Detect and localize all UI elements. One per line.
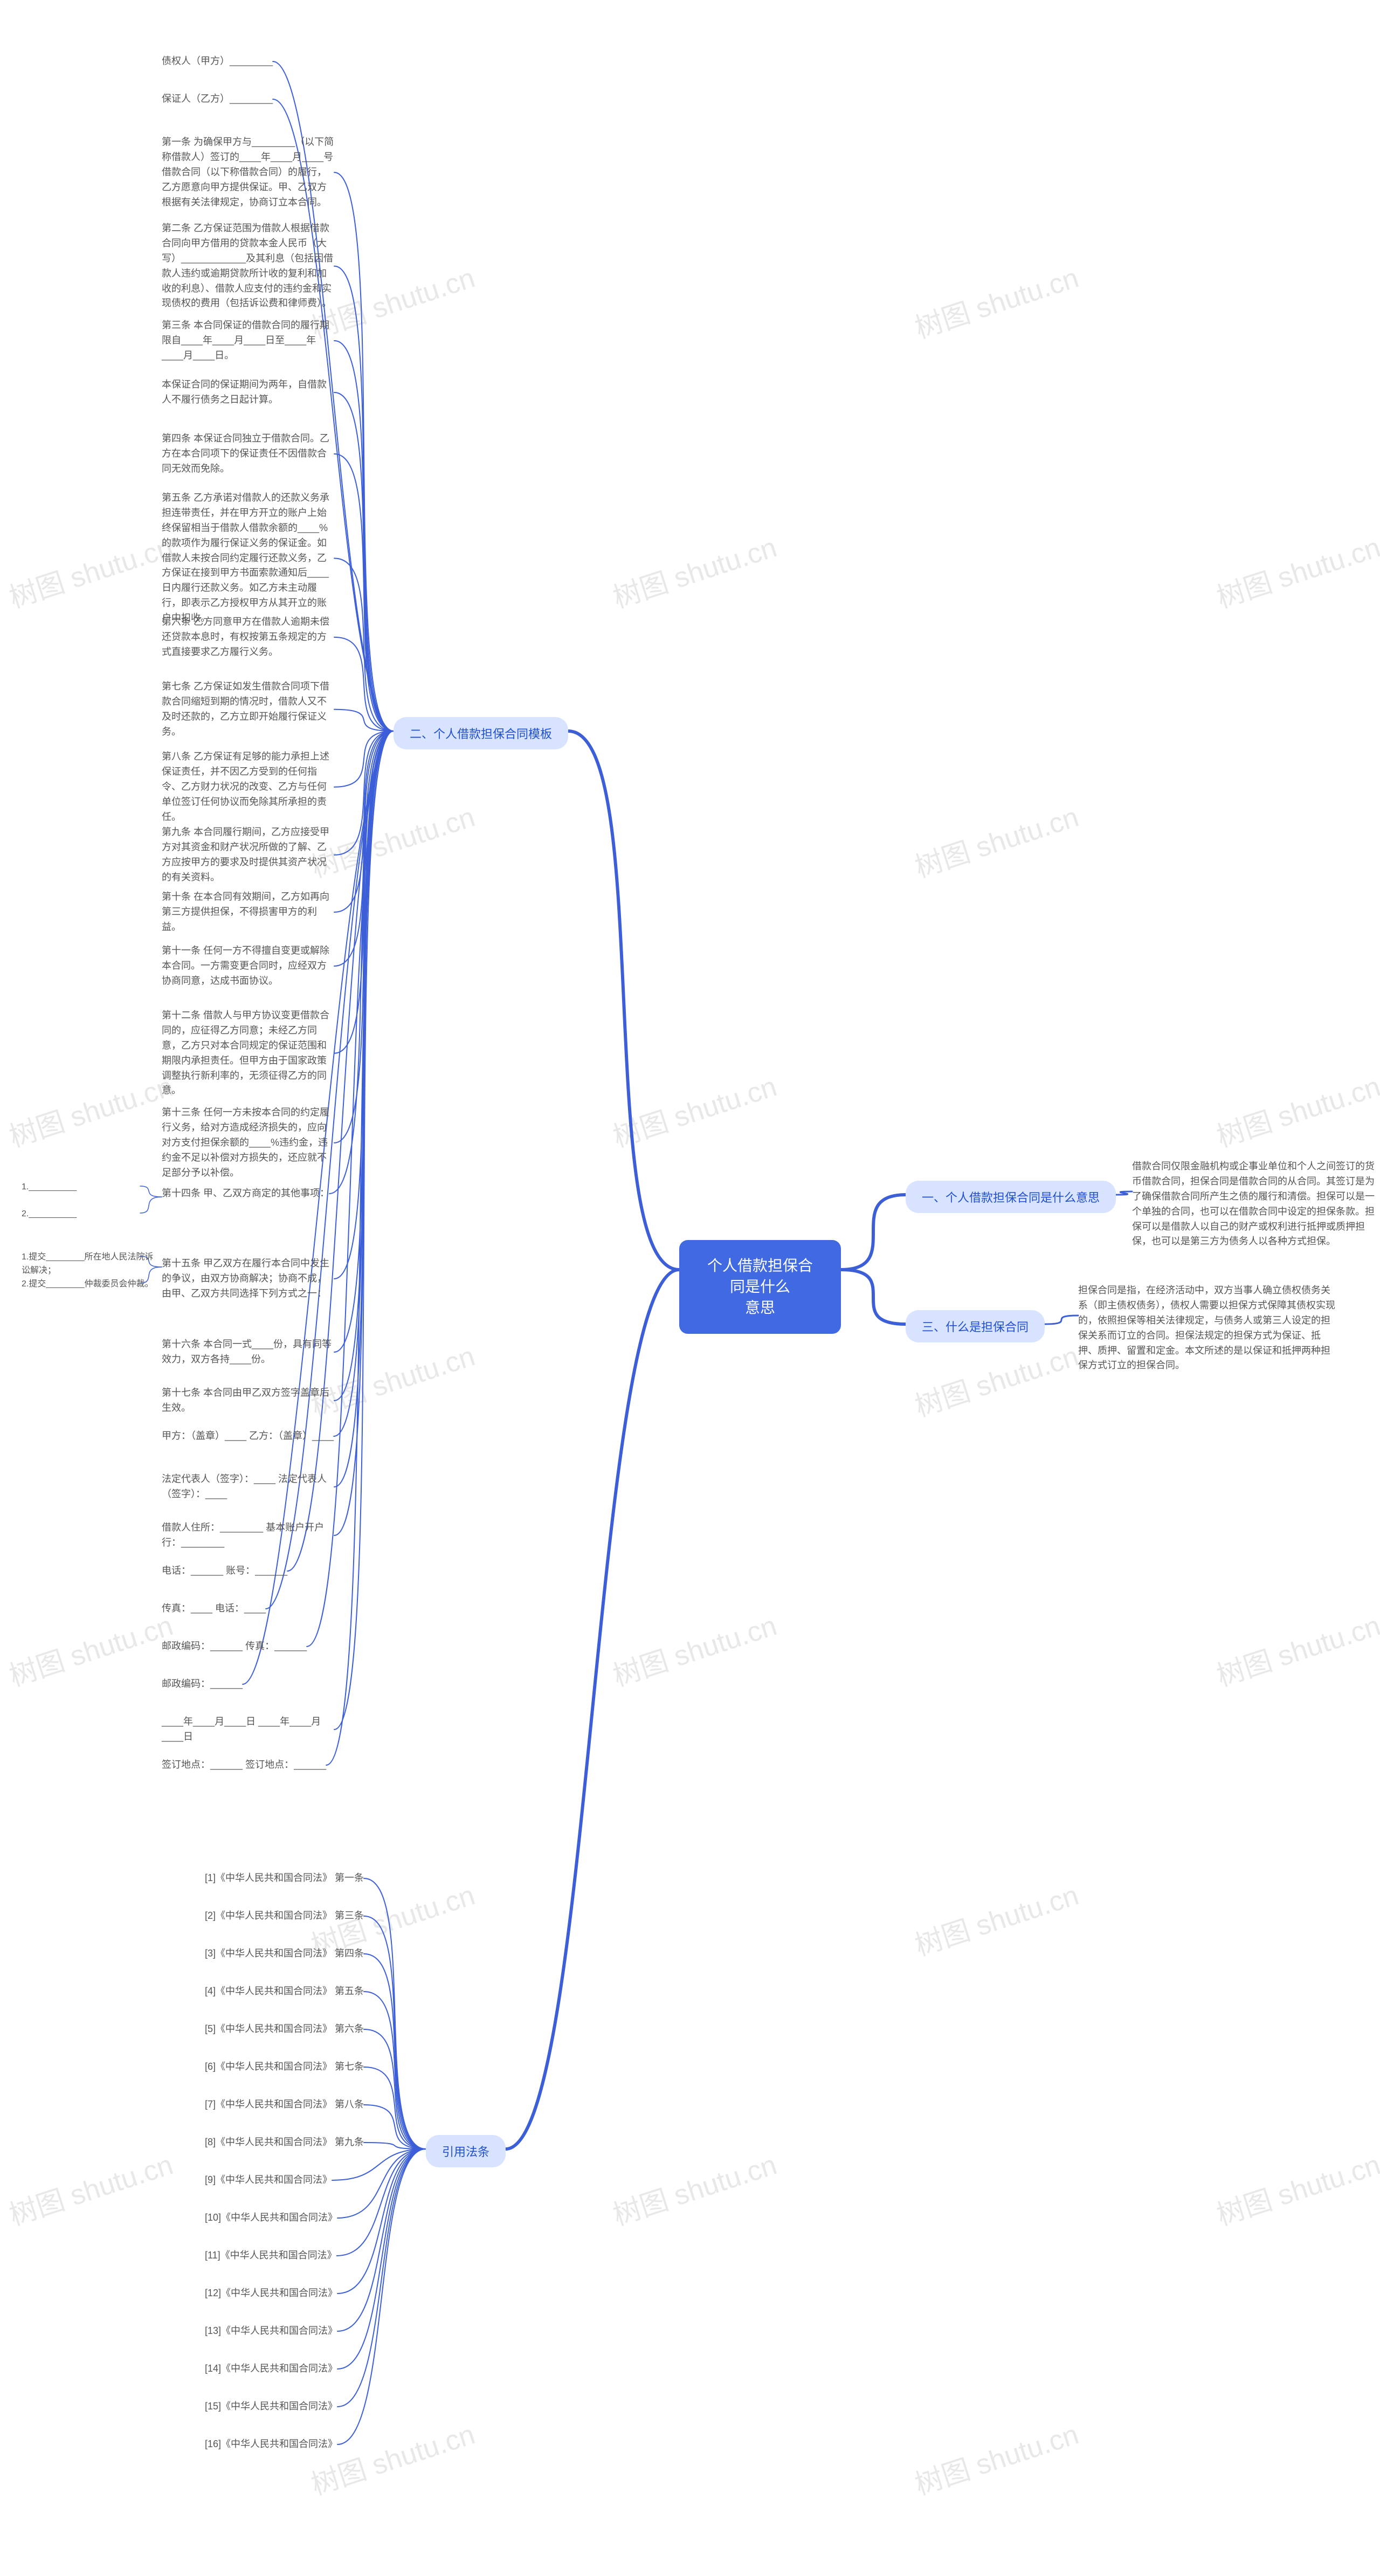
mindmap-leaf: 第十七条 本合同由甲乙双方签字盖章后生效。 [162,1386,334,1416]
mindmap-leaf: [3]《中华人民共和国合同法》 第四条 [205,1946,364,1961]
mindmap-leaf: 第十五条 甲乙双方在履行本合同中发生的争议，由双方协商解决；协商不成，由甲、乙双… [162,1256,334,1301]
mindmap-leaf: 第四条 本保证合同独立于借款合同。乙方在本合同项下的保证责任不因借款合同无效而免… [162,431,334,477]
mindmap-leaf: [8]《中华人民共和国合同法》 第九条 [205,2135,364,2150]
mindmap-leaf: 第十三条 任何一方未按本合同的约定履行义务，给对方造成经济损失的，应向对方支付担… [162,1105,334,1180]
watermark: 树图 shutu.cn [909,794,1083,885]
mindmap-subleaf: 1.__________ [22,1181,77,1194]
mindmap-leaf: [1]《中华人民共和国合同法》 第一条 [205,1871,364,1886]
mindmap-leaf: [13]《中华人民共和国合同法》 [205,2324,337,2339]
mindmap-leaf: 邮政编码：______ [162,1677,243,1692]
mindmap-leaf: [9]《中华人民共和国合同法》 [205,2173,332,2188]
mindmap-subleaf: 2.提交________仲裁委员会仲裁。 [22,1278,154,1291]
watermark: 树图 shutu.cn [909,255,1083,346]
watermark: 树图 shutu.cn [909,1333,1083,1424]
watermark: 树图 shutu.cn [1211,1603,1380,1694]
mindmap-leaf: 第十二条 借款人与甲方协议变更借款合同的，应征得乙方同意；未经乙方同意，乙方只对… [162,1008,334,1098]
mindmap-leaf: 第十六条 本合同一式____份，具有同等效力，双方各持____份。 [162,1337,334,1367]
mindmap-leaf: 签订地点：______ 签订地点：______ [162,1758,326,1773]
mindmap-branch: 引用法条 [426,2135,506,2167]
watermark: 树图 shutu.cn [607,1064,781,1155]
watermark: 树图 shutu.cn [3,1603,177,1694]
mindmap-leaf: [12]《中华人民共和国合同法》 [205,2286,337,2301]
watermark: 树图 shutu.cn [607,2142,781,2233]
mindmap-leaf: [4]《中华人民共和国合同法》 第五条 [205,1984,364,1999]
mindmap-leaf: 第十条 在本合同有效期间，乙方如再向第三方提供担保，不得损害甲方的利益。 [162,890,334,935]
mindmap-branch: 一、个人借款担保合同是什么意思 [906,1181,1116,1213]
mindmap-leaf: 第八条 乙方保证有足够的能力承担上述保证责任，并不因乙方受到的任何指令、乙方财力… [162,749,334,824]
mindmap-leaf: [15]《中华人民共和国合同法》 [205,2399,337,2414]
mindmap-branch: 三、什么是担保合同 [906,1310,1045,1342]
mindmap-leaf: 甲方：（盖章）____ 乙方：（盖章）____ [162,1429,334,1444]
mindmap-leaf: ____年____月____日 ____年____月____日 [162,1714,334,1745]
watermark: 树图 shutu.cn [1211,525,1380,616]
mindmap-leaf: 第五条 乙方承诺对借款人的还款义务承担连带责任，并在甲方开立的账户上始终保留相当… [162,491,334,626]
mindmap-leaf: 担保合同是指，在经济活动中，双方当事人确立债权债务关系（即主债权债务），债权人需… [1078,1283,1337,1373]
mindmap-leaf: [16]《中华人民共和国合同法》 [205,2437,337,2452]
watermark: 树图 shutu.cn [305,2412,479,2503]
watermark: 树图 shutu.cn [909,1872,1083,1964]
mindmap-leaf: 电话：______ 账号：______ [162,1563,287,1579]
mindmap-leaf: 本保证合同的保证期间为两年，自借款人不履行债务之日起计算。 [162,377,334,408]
mindmap-leaf: 传真：____ 电话：____ [162,1601,266,1616]
mindmap-leaf: 第三条 本合同保证的借款合同的履行期限自____年____月____日至____… [162,318,334,363]
mindmap-leaf: 借款人住所：________ 基本账户开户行：________ [162,1520,334,1551]
watermark: 树图 shutu.cn [607,525,781,616]
watermark: 树图 shutu.cn [909,2412,1083,2503]
mindmap-leaf: [6]《中华人民共和国合同法》 第七条 [205,2060,364,2075]
mindmap-leaf: 第六条 乙方同意甲方在借款人逾期未偿还贷款本息时，有权按第五条规定的方式直接要求… [162,615,334,660]
watermark: 树图 shutu.cn [3,2142,177,2233]
mindmap-branch: 二、个人借款担保合同模板 [394,717,568,749]
mindmap-leaf: 第九条 本合同履行期间，乙方应接受甲方对其资金和财产状况所做的了解、乙方应按甲方… [162,825,334,885]
mindmap-leaf: [14]《中华人民共和国合同法》 [205,2361,337,2377]
mindmap-root: 个人借款担保合同是什么意思 [679,1240,841,1334]
mindmap-leaf: [7]《中华人民共和国合同法》 第八条 [205,2097,364,2112]
mindmap-leaf: 法定代表人（签字）：____ 法定代表人（签字）：____ [162,1472,334,1502]
mindmap-leaf: 第七条 乙方保证如发生借款合同项下借款合同缩短到期的情况时，借款人又不及时还款的… [162,679,334,740]
mindmap-leaf: 邮政编码：______ 传真：______ [162,1639,307,1654]
watermark: 树图 shutu.cn [1211,2142,1380,2233]
watermark: 树图 shutu.cn [607,1603,781,1694]
mindmap-leaf: [5]《中华人民共和国合同法》 第六条 [205,2022,364,2037]
mindmap-leaf: [2]《中华人民共和国合同法》 第三条 [205,1909,364,1924]
mindmap-leaf: 债权人（甲方）________ [162,54,273,69]
mindmap-subleaf: 2.__________ [22,1208,77,1221]
watermark: 树图 shutu.cn [1211,1064,1380,1155]
mindmap-leaf: [11]《中华人民共和国合同法》 [205,2248,337,2263]
mindmap-leaf: 第十一条 任何一方不得擅自变更或解除本合同。一方需变更合同时，应经双方协商同意，… [162,943,334,989]
mindmap-leaf: 第二条 乙方保证范围为借款人根据借款合同向甲方借用的贷款本金人民币（大写）___… [162,221,334,311]
mindmap-leaf: 保证人（乙方）________ [162,92,273,107]
mindmap-leaf: 第十四条 甲、乙双方商定的其他事项： [162,1186,329,1201]
mindmap-leaf: [10]《中华人民共和国合同法》 [205,2210,337,2226]
mindmap-leaf: 借款合同仅限金融机构或企事业单位和个人之间签订的货币借款合同，担保合同是借款合同… [1132,1159,1380,1249]
watermark: 树图 shutu.cn [3,525,177,616]
watermark: 树图 shutu.cn [3,1064,177,1155]
mindmap-subleaf: 1.提交________所在地人民法院诉讼解决； [22,1251,162,1278]
mindmap-leaf: 第一条 为确保甲方与________（以下简称借款人）签订的____年____月… [162,135,334,210]
